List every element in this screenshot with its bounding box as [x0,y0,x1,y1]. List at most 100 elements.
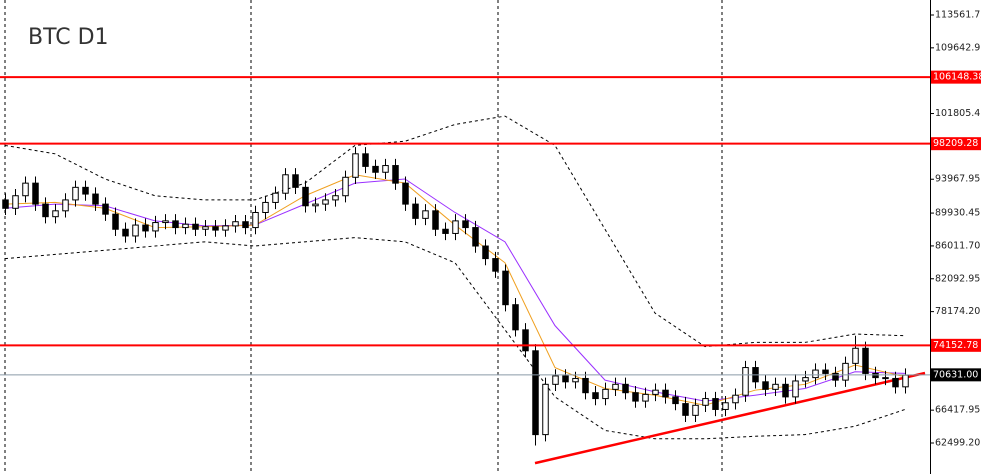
candle-body [382,165,389,173]
candle-body [852,347,859,364]
candle-body [72,186,79,201]
candle-body [372,165,379,173]
candle-body [212,226,219,231]
candle-body [772,383,779,390]
candle-body [202,226,209,230]
candle-body [732,394,739,404]
candle-body [42,203,49,218]
candle-body [762,381,769,390]
y-tick-label: 62499.20 [935,438,980,449]
candle-body [22,182,29,197]
candle-body [102,203,109,215]
candle-body [812,369,819,379]
candle-body [392,165,399,184]
candle-body [572,377,579,383]
candle-body [432,210,439,230]
candle-body [832,372,839,381]
candle-body [2,199,9,209]
candle-body [512,304,519,331]
candle-body [522,329,529,352]
candle-body [222,225,229,231]
candle-body [272,192,279,203]
candle-body [712,398,719,410]
candle-body [672,396,679,405]
candle-body [132,224,139,237]
y-tick-label: 93967.95 [935,174,980,185]
candle-body [112,213,119,230]
candle-body [902,374,909,388]
y-tick-label: 113561.70 [935,9,981,20]
candle-body [722,402,729,410]
candle-body [502,270,509,306]
candle-body [442,228,449,234]
y-tick-label: 78174.20 [935,306,980,317]
indicator-line [534,371,926,465]
level-label-box [931,137,981,151]
level-label-box [931,338,981,352]
candle-body [482,245,489,260]
candle-body [662,389,669,398]
candle-body [602,388,609,400]
candle-body [82,186,89,195]
candle-body [842,362,849,381]
candle-body [182,223,189,229]
candle-body [472,227,479,247]
y-tick-label: 101805.45 [935,108,981,119]
candle-body [882,377,889,380]
candle-body [402,182,409,205]
indicator-line [4,237,906,440]
level-label-box [931,70,981,84]
chart-title: BTC D1 [28,25,109,50]
candle-body [262,201,269,213]
candle-body [302,186,309,207]
candle-body [822,369,829,374]
candle-body [152,222,159,232]
candle-body [32,182,39,205]
candle-body [582,377,589,394]
y-tick-label: 66417.95 [935,405,980,416]
candle-body [592,392,599,400]
y-tick-label: 82092.95 [935,273,980,284]
candle-body [892,377,899,388]
candle-body [612,383,619,390]
candle-body [552,375,559,385]
candle-body [232,221,239,227]
candle-body [282,174,289,194]
y-tick-label: 109642.95 [935,42,981,53]
candle-body [792,380,799,398]
candle-body [352,153,359,178]
candle-body [122,228,129,237]
candle-body [172,220,179,229]
candle-body [92,193,99,205]
level-label: 98209.28 [933,138,978,149]
candle-body [162,220,169,224]
candle-body [802,377,809,382]
candle-body [642,393,649,402]
candle-body [322,199,329,205]
candle-body [422,210,429,219]
candle-body [542,383,549,436]
candle-body [142,224,149,232]
candle-body [52,210,59,218]
candle-body [412,203,419,219]
candle-body [192,223,199,230]
candle-body [492,258,499,272]
level-label: 74152.78 [933,340,978,351]
y-tick-label: 86011.70 [935,240,980,251]
candle-body [532,350,539,436]
candle-body [652,389,659,395]
candle-body [872,372,879,379]
candle-body [782,383,789,398]
candle-body [702,398,709,406]
candle-body [632,392,639,402]
y-tick-label: 89930.45 [935,208,980,219]
candle-body [292,174,299,188]
candle-body [562,375,569,383]
candle-body [312,203,319,207]
candle-body [252,211,259,229]
candle-body [362,153,369,167]
candle-body [242,221,249,229]
candle-body [462,220,469,229]
candle-body [742,367,749,396]
